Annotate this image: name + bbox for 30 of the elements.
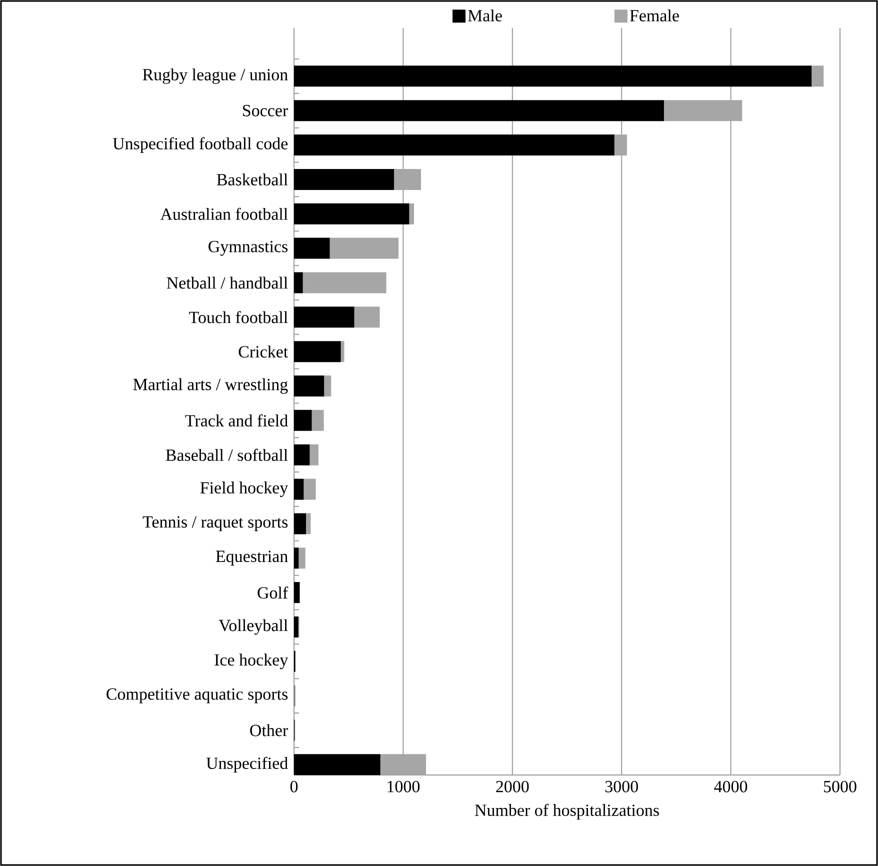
x-tick-label: 5000 xyxy=(824,780,856,792)
y-tick-label: Touch football xyxy=(189,311,288,324)
y-tick-label: Other xyxy=(250,724,288,736)
y-tick-label: Soccer xyxy=(243,104,288,116)
y-tick-label: Martial arts / wrestling xyxy=(133,378,288,394)
legend-label: Male xyxy=(468,9,502,22)
y-tick-label: Equestrian xyxy=(216,550,288,566)
y-tick-label: Volleyball xyxy=(218,619,288,635)
y-tick-label: Unspecified xyxy=(206,756,288,772)
y-tick-label: Basketball xyxy=(216,173,288,186)
x-tick-label: 0 xyxy=(290,780,298,792)
y-tick-label: Competitive aquatic sports xyxy=(106,688,288,704)
x-tick-label: 3000 xyxy=(605,780,638,792)
y-tick-label: Tennis / raquet sports xyxy=(142,516,288,532)
y-tick-label: Rugby league / union xyxy=(142,68,288,84)
y-tick-label: Field hockey xyxy=(200,482,288,498)
y-tick-label: Ice hockey xyxy=(214,654,288,670)
y-tick-label: Cricket xyxy=(238,346,288,358)
x-tick-label: 1000 xyxy=(388,780,420,792)
y-tick-label: Gymnastics xyxy=(208,240,288,256)
y-tick-label: Australian football xyxy=(160,208,288,220)
y-tick-label: Golf xyxy=(258,586,288,599)
y-tick-label: Track and field xyxy=(185,414,288,426)
y-tick-label: Baseball / softball xyxy=(166,448,288,461)
legend-label: Female xyxy=(630,9,679,22)
x-tick-label: 4000 xyxy=(714,780,748,792)
x-axis-title: Number of hospitalizations xyxy=(474,804,659,820)
y-tick-label: Netball / handball xyxy=(166,276,288,289)
x-tick-label: 2000 xyxy=(496,780,529,792)
y-tick-label: Unspecified football code xyxy=(112,137,288,153)
